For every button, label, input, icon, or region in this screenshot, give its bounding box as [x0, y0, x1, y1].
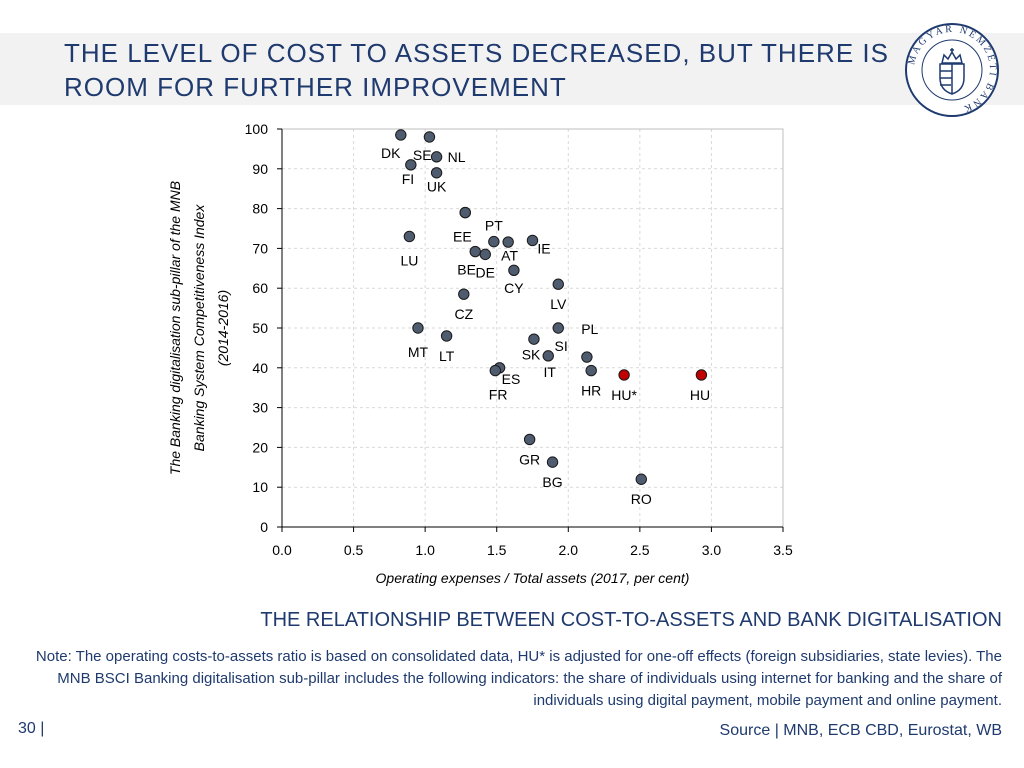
title-band	[0, 33, 1024, 105]
tick-labels: 0 10 20 30 40 50 60 70 80 90 100 0.0 0.5 1.0 1.5 2.0 2.5…	[245, 121, 793, 558]
data-label: LT	[439, 348, 455, 364]
data-label: NL	[448, 149, 466, 165]
mnb-logo: MAGYAR NEMZETI BANK	[905, 23, 999, 117]
data-label: EE	[453, 228, 472, 244]
data-label: PL	[581, 321, 598, 337]
data-point-fi	[405, 159, 417, 171]
data-point-de	[479, 248, 491, 261]
grid-lines	[282, 129, 783, 527]
data-point-fr	[489, 364, 501, 377]
y-tick-label: 40	[252, 360, 268, 376]
page-number: 30 |	[18, 720, 45, 737]
data-point-pl	[581, 351, 593, 363]
y-axis-label-line3: (2014-2016)	[215, 290, 231, 366]
y-axis-label-line1: The Banking digitalisation sub-pillar of…	[167, 181, 183, 475]
axes	[277, 128, 784, 532]
x-tick-label: 3.0	[702, 542, 722, 558]
data-label: SE	[413, 147, 432, 163]
data-point-ro	[635, 473, 647, 485]
data-label: BG	[542, 474, 562, 490]
data-label: DE	[476, 264, 495, 280]
data-label: HR	[581, 382, 601, 398]
x-tick-label: 0.0	[272, 542, 292, 558]
data-label: CZ	[454, 306, 473, 322]
data-label: RO	[631, 491, 652, 507]
data-point-lt	[440, 330, 453, 342]
coat-of-arms-icon	[939, 48, 965, 95]
x-tick-label: 1.5	[487, 542, 507, 558]
data-point-ee	[459, 206, 471, 219]
data-point-hu-adj	[618, 369, 630, 381]
data-point-gr	[523, 433, 536, 446]
y-tick-label: 60	[252, 280, 268, 296]
data-point-cy	[508, 264, 520, 276]
y-tick-label: 70	[252, 240, 268, 256]
data-point-dk	[395, 129, 407, 141]
data-label: UK	[427, 179, 447, 195]
data-label: LU	[400, 252, 418, 268]
y-tick-label: 20	[252, 439, 268, 455]
data-point-be	[469, 245, 481, 258]
scatter-chart: 0 10 20 30 40 50 60 70 80 90 100 0.0 0.5 1.0 1.5 2.0 2.5…	[167, 121, 793, 586]
y-tick-label: 90	[252, 161, 268, 177]
y-tick-label: 100	[245, 121, 269, 137]
data-label: BE	[457, 261, 476, 277]
data-label: LV	[550, 296, 567, 312]
data-point	[502, 236, 514, 248]
data-point-hu	[695, 369, 708, 381]
data-points: DK SE NL FI UK PT EE LU AT IE BE DE CY LV CZ MT LT SI PL SK…	[381, 129, 710, 507]
data-point-bg	[546, 456, 559, 468]
y-tick-label: 0	[260, 519, 268, 535]
data-point-si	[552, 322, 564, 334]
data-label: DK	[381, 145, 401, 161]
data-point-it	[542, 350, 554, 362]
data-label: SK	[522, 346, 541, 362]
chart-caption: THE RELATIONSHIP BETWEEN COST-TO-ASSETS …	[260, 609, 1002, 631]
data-label: HU	[690, 387, 710, 403]
y-tick-label: 80	[252, 201, 268, 217]
data-label: IT	[543, 364, 556, 380]
data-point-nl	[430, 151, 443, 163]
data-label: PT	[485, 217, 503, 233]
data-point-sk	[528, 333, 540, 345]
x-tick-label: 2.5	[630, 542, 650, 558]
data-label: IE	[537, 240, 550, 256]
y-tick-label: 30	[252, 400, 268, 416]
data-point-hr	[585, 364, 597, 377]
data-label: SI	[555, 338, 568, 354]
data-label: HU*	[611, 387, 637, 403]
data-label: FI	[402, 171, 414, 187]
data-label: ES	[502, 371, 521, 387]
y-tick-label: 10	[252, 479, 268, 495]
data-point-se	[423, 131, 436, 143]
data-label: MT	[408, 344, 429, 360]
y-axis-label-line2: Banking System Competitiveness Index	[191, 204, 207, 452]
x-tick-label: 3.5	[773, 542, 793, 558]
x-tick-label: 1.0	[415, 542, 435, 558]
x-tick-label: 0.5	[344, 542, 364, 558]
y-tick-label: 50	[252, 320, 268, 336]
data-point-ie	[526, 234, 539, 247]
x-tick-label: 2.0	[559, 542, 579, 558]
data-point-at	[488, 235, 500, 248]
data-label: FR	[489, 386, 508, 402]
data-label: GR	[519, 451, 540, 467]
data-point-lu	[403, 230, 416, 243]
data-label: CY	[504, 280, 524, 296]
data-point-lv	[552, 278, 564, 290]
y-axis-label: The Banking digitalisation sub-pillar of…	[167, 181, 231, 475]
page-title: THE LEVEL OF COST TO ASSETS DECREASED, B…	[64, 38, 889, 102]
data-point-cz	[458, 288, 470, 300]
data-point-mt	[412, 322, 424, 334]
data-label: AT	[501, 248, 518, 264]
footnote: Note: The operating costs-to-assets rati…	[35, 648, 1002, 709]
source-note: Source | MNB, ECB CBD, Eurostat, WB	[719, 722, 1002, 739]
x-axis-label: Operating expenses / Total assets (2017,…	[376, 570, 690, 586]
data-point-uk	[430, 167, 443, 179]
